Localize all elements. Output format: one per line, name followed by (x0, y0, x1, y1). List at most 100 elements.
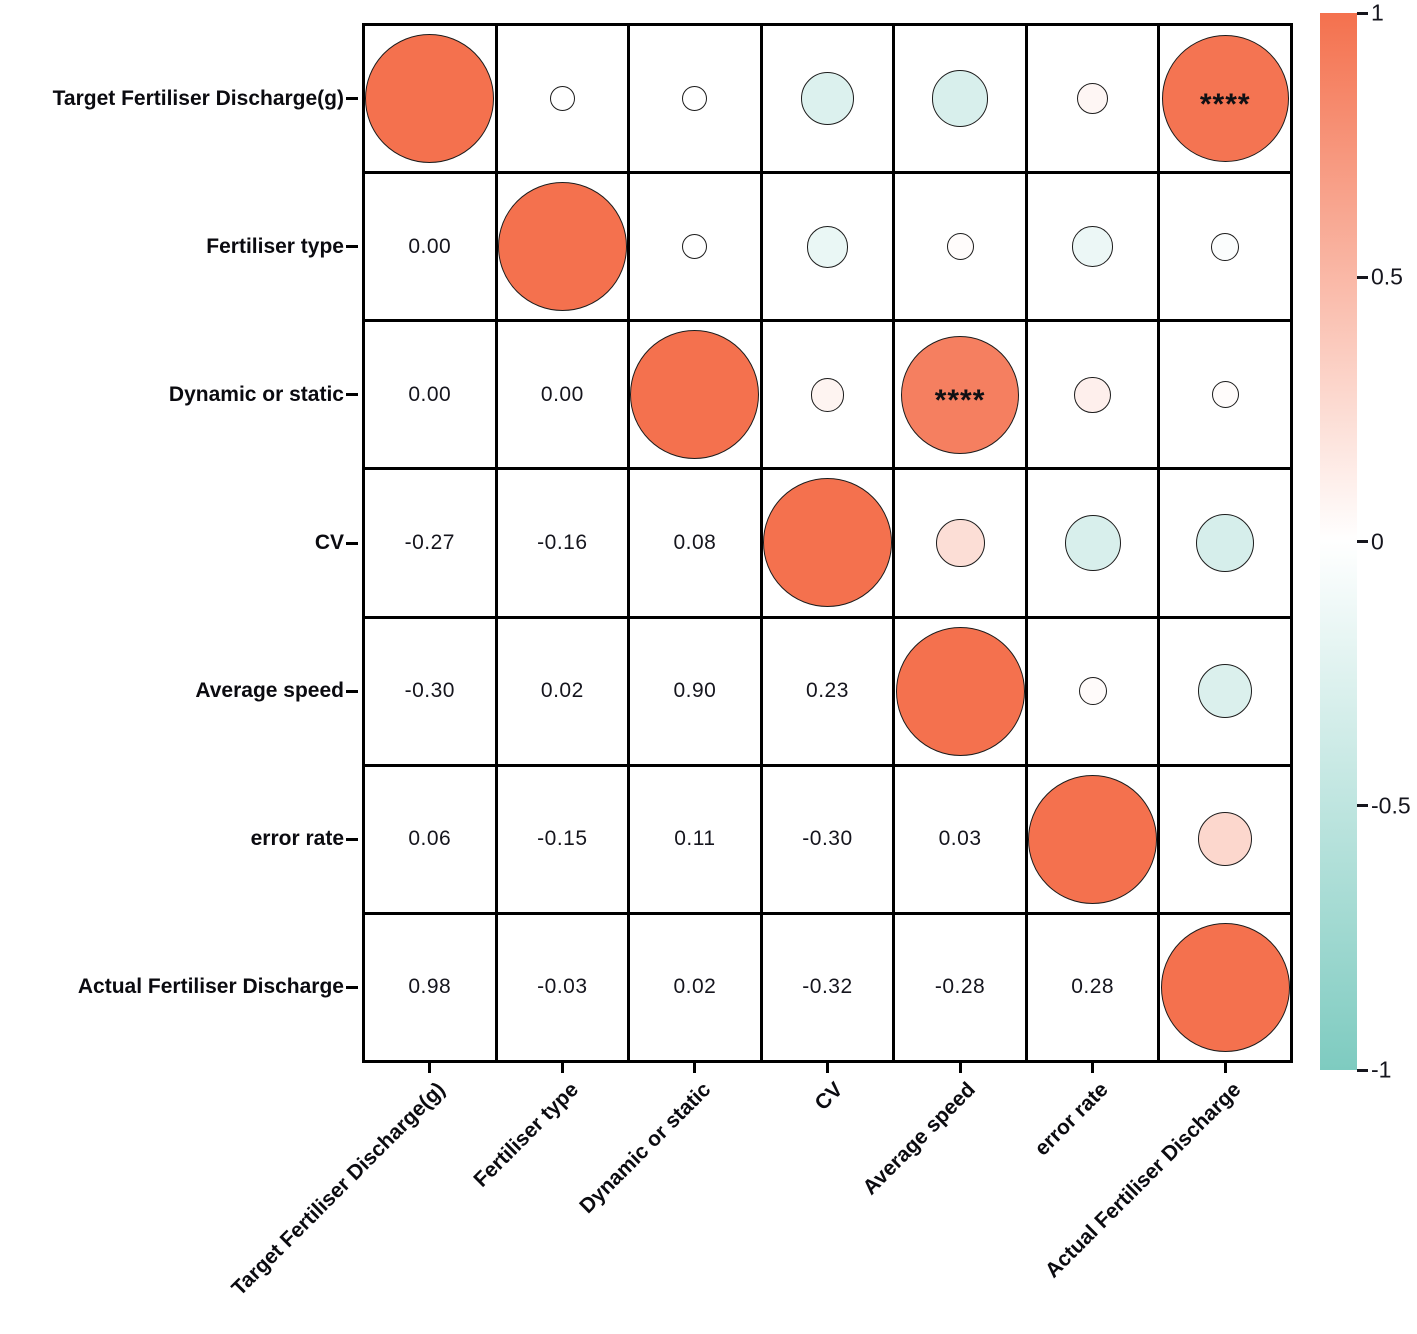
x-axis-tick (428, 1063, 432, 1073)
correlation-circle (1198, 664, 1253, 719)
correlation-circle (682, 86, 708, 112)
correlation-circle (1196, 513, 1255, 573)
correlation-value: -0.16 (537, 530, 588, 554)
colorbar-tick-label-0: 0 (1371, 528, 1384, 554)
correlation-circle (935, 518, 985, 568)
colorbar-gradient (1320, 13, 1357, 1070)
matrix-cell-r1c3 (630, 26, 760, 172)
y-axis-tick (346, 393, 358, 397)
matrix-cell-r6c6 (1027, 766, 1158, 912)
colorbar-tick-label-1: 1 (1371, 0, 1384, 26)
matrix-cell-r4c7 (1160, 470, 1290, 616)
matrix-cell-r5c3: 0.90 (630, 618, 760, 764)
matrix-cell-r7c1: 0.98 (365, 914, 495, 1060)
correlation-circle (1161, 35, 1289, 163)
col-label-5: Average speed (858, 1078, 981, 1200)
matrix-cell-r1c4 (762, 26, 893, 172)
matrix-cell-r3c5: **** (895, 322, 1025, 468)
correlation-value: 0.11 (674, 827, 716, 851)
matrix-cell-r4c6 (1027, 470, 1158, 616)
col-label-6: error rate (1030, 1078, 1113, 1161)
correlation-value: 0.90 (673, 679, 717, 703)
x-axis-tick (1091, 1063, 1095, 1073)
matrix-cell-r3c6 (1027, 322, 1158, 468)
correlation-circle (1211, 381, 1239, 409)
correlation-circle (806, 225, 849, 268)
matrix-cell-r4c2: -0.16 (497, 470, 628, 616)
correlation-circle (1074, 376, 1111, 414)
matrix-cell-r6c2: -0.15 (497, 766, 628, 912)
matrix-cell-r6c7 (1160, 766, 1290, 912)
matrix-cell-r7c5: -0.28 (895, 914, 1025, 1060)
colorbar-tick-label--1: -1 (1371, 1056, 1392, 1083)
matrix-cell-r3c7 (1160, 322, 1290, 468)
matrix-cell-r5c7 (1160, 618, 1290, 764)
x-axis-tick (1223, 1063, 1227, 1073)
y-axis-tick (346, 541, 358, 545)
col-label-2: Fertiliser type (468, 1078, 583, 1192)
correlation-value: 0.23 (806, 679, 849, 703)
matrix-cell-r2c7 (1160, 174, 1290, 320)
matrix-cell-r7c6: 0.28 (1027, 914, 1158, 1060)
correlation-value: -0.30 (404, 679, 455, 703)
diagonal-circle (497, 182, 627, 312)
matrix-cell-r5c1: -0.30 (365, 618, 495, 764)
correlation-value: 0.98 (408, 975, 452, 999)
matrix-cell-r6c5: 0.03 (895, 766, 1025, 912)
x-axis-tick (693, 1063, 697, 1073)
colorbar-tick (1357, 1068, 1368, 1072)
row-label-2: Fertiliser type (206, 234, 344, 258)
correlation-circle (682, 234, 708, 260)
row-label-6: error rate (250, 827, 344, 851)
matrix-cell-r5c6 (1027, 618, 1158, 764)
matrix-cell-r5c4: 0.23 (762, 618, 893, 764)
col-label-4: CV (810, 1078, 848, 1115)
matrix-cell-r6c4: -0.30 (762, 766, 893, 912)
matrix-cell-r7c3: 0.02 (630, 914, 760, 1060)
correlation-value: 0.00 (408, 382, 452, 406)
matrix-cell-r5c5 (895, 618, 1025, 764)
colorbar-tick-label-0.5: 0.5 (1371, 263, 1403, 290)
matrix-cell-r3c1: 0.00 (365, 322, 495, 468)
correlation-circle (549, 86, 575, 112)
y-axis-tick (346, 97, 358, 101)
row-label-3: Dynamic or static (168, 382, 344, 406)
matrix-cell-r6c1: 0.06 (365, 766, 495, 912)
diagonal-circle (895, 626, 1025, 756)
colorbar-tick (1357, 11, 1368, 15)
matrix-cell-r2c3 (630, 174, 760, 320)
colorbar-tick (1357, 804, 1368, 808)
matrix-cell-r4c4 (762, 470, 893, 616)
matrix-cell-r7c2: -0.03 (497, 914, 628, 1060)
correlation-value: -0.32 (802, 975, 853, 999)
diagonal-circle (1160, 922, 1290, 1052)
correlation-circle (810, 378, 845, 412)
correlation-circle (1064, 514, 1121, 572)
x-axis-tick (560, 1063, 564, 1073)
correlation-circle (900, 335, 1020, 455)
significance-stars: **** (934, 383, 986, 417)
matrix-cell-r5c2: 0.02 (497, 618, 628, 764)
matrix-cell-r3c3 (630, 322, 760, 468)
correlation-value: 0.00 (540, 382, 584, 406)
row-label-5: Average speed (195, 679, 344, 703)
correlation-value: -0.30 (802, 827, 853, 851)
correlation-circle (946, 233, 974, 261)
correlation-value: 0.00 (408, 234, 452, 258)
row-label-7: Actual Fertiliser Discharge (77, 975, 344, 999)
correlation-matrix-grid: **** 0.00 0.00 0.00 **** -0.27 -0.16 0.08 -0.30 0… (362, 23, 1293, 1063)
correlation-value: -0.03 (537, 975, 588, 999)
x-axis-tick (958, 1063, 962, 1073)
correlation-circle (800, 72, 855, 126)
x-axis-tick (826, 1063, 829, 1073)
correlation-value: 0.03 (938, 827, 982, 851)
matrix-cell-r1c6 (1027, 26, 1158, 172)
correlation-value: 0.02 (673, 975, 717, 999)
correlation-value: 0.02 (540, 679, 584, 703)
diagonal-circle (365, 34, 495, 164)
diagonal-circle (1028, 774, 1158, 904)
matrix-cell-r2c4 (762, 174, 893, 320)
matrix-cell-r2c6 (1027, 174, 1158, 320)
matrix-cell-r3c2: 0.00 (497, 322, 628, 468)
row-label-4: CV (314, 531, 344, 554)
